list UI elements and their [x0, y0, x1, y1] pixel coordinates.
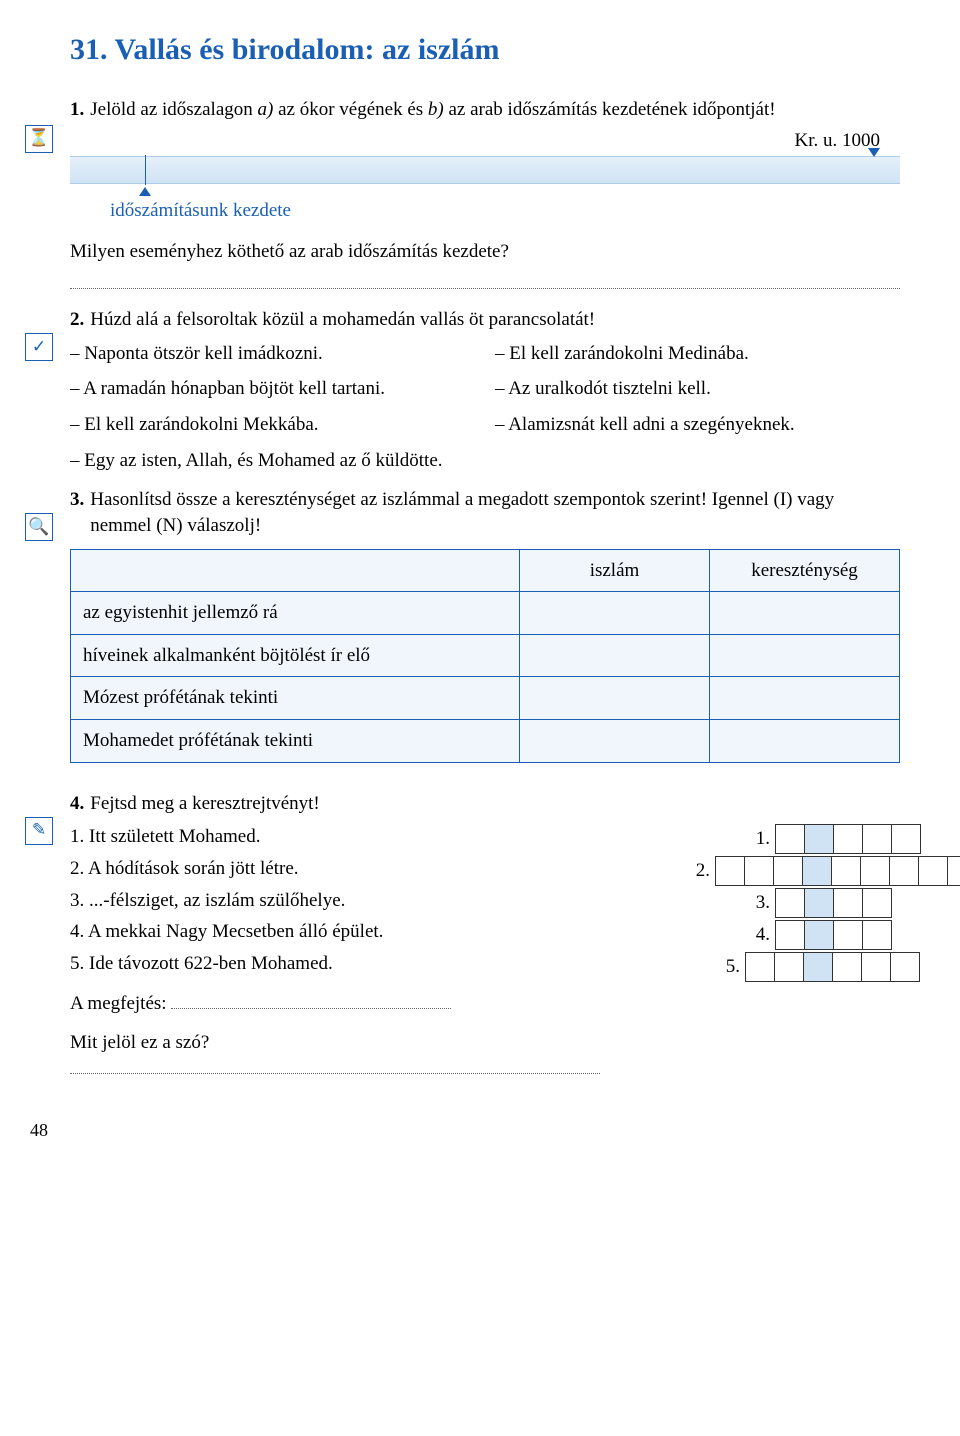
clue: 4. A mekkai Nagy Mecsetben álló épület.: [70, 919, 600, 945]
crossword-row-num: 2.: [690, 856, 716, 886]
crossword-grid[interactable]: 1. 2. 3.4.5.: [630, 824, 960, 1054]
crossword-cell[interactable]: [891, 824, 921, 854]
answer-line[interactable]: [171, 995, 451, 1009]
option[interactable]: – Naponta ötször kell imádkozni.: [70, 341, 475, 367]
task-2: 2. Húzd alá a felsoroltak közül a mohame…: [70, 307, 900, 473]
task-3: 3. Hasonlítsd össze a kereszténységet az…: [70, 487, 900, 762]
timeline-bottom-label: időszámításunk kezdete: [110, 198, 900, 224]
timeline: Kr. u. 1000 időszámításunk kezdete: [70, 128, 900, 223]
timeline-bar[interactable]: [70, 156, 900, 184]
check-icon: ✓: [25, 333, 53, 361]
table-cell[interactable]: [520, 677, 710, 720]
crossword-cell[interactable]: [803, 952, 833, 982]
table-cell[interactable]: [710, 720, 900, 763]
table-cell[interactable]: [710, 592, 900, 635]
task1-num: 1.: [70, 97, 84, 123]
option[interactable]: – Az uralkodót tisztelni kell.: [495, 376, 900, 402]
table-head-empty: [71, 549, 520, 592]
crossword-cell[interactable]: [833, 824, 863, 854]
crossword-cell[interactable]: [833, 888, 863, 918]
table-row-label: Mózest prófétának tekinti: [71, 677, 520, 720]
crossword-cell[interactable]: [833, 920, 863, 950]
crossword-cell[interactable]: [715, 856, 745, 886]
task3-num: 3.: [70, 487, 84, 513]
page-number: 48: [30, 1118, 900, 1142]
clue: 5. Ide távozott 622-ben Mohamed.: [70, 951, 600, 977]
table-cell[interactable]: [710, 634, 900, 677]
answer-line[interactable]: [70, 1060, 600, 1074]
pencil-icon: ✎: [25, 817, 53, 845]
crossword-cell[interactable]: [804, 888, 834, 918]
crossword-row-num: 4.: [750, 920, 776, 950]
crossword-cell[interactable]: [832, 952, 862, 982]
crossword-cell[interactable]: [862, 920, 892, 950]
crossword-row-num: 1.: [750, 824, 776, 854]
crossword-cell[interactable]: [775, 824, 805, 854]
crossword-cell[interactable]: [745, 952, 775, 982]
hourglass-icon: ⏳: [25, 125, 53, 153]
clue: 1. Itt született Mohamed.: [70, 824, 600, 850]
crossword-clues: 1. Itt született Mohamed. 2. A hódítások…: [70, 824, 600, 1087]
crossword-row-num: 3.: [750, 888, 776, 918]
crossword-cell[interactable]: [860, 856, 890, 886]
answer-line[interactable]: [70, 271, 900, 289]
table-cell[interactable]: [520, 592, 710, 635]
crossword-cell[interactable]: [918, 856, 948, 886]
table-cell[interactable]: [520, 634, 710, 677]
meaning-line: Mit jelöl ez a szó?: [70, 1030, 600, 1081]
crossword-cell[interactable]: [889, 856, 919, 886]
option[interactable]: – Egy az isten, Allah, és Mohamed az ő k…: [70, 448, 900, 474]
crossword-cell[interactable]: [890, 952, 920, 982]
crossword-cell[interactable]: [773, 856, 803, 886]
crossword-cell[interactable]: [775, 888, 805, 918]
comparison-table: iszlám kereszténység az egyistenhit jell…: [70, 549, 900, 763]
table-row-label: Mohamedet prófétának tekinti: [71, 720, 520, 763]
crossword-cell[interactable]: [804, 824, 834, 854]
crossword-cell[interactable]: [862, 888, 892, 918]
page-title: 31. Vallás és birodalom: az iszlám: [70, 30, 900, 71]
crossword-row-num: 5.: [720, 952, 746, 982]
crossword-cell[interactable]: [804, 920, 834, 950]
table-row-label: az egyistenhit jellemző rá: [71, 592, 520, 635]
option[interactable]: – El kell zarándokolni Medinába.: [495, 341, 900, 367]
task1-question: Milyen eseményhez köthető az arab időszá…: [70, 239, 900, 265]
solution-line: A megfejtés:: [70, 991, 600, 1017]
option[interactable]: – El kell zarándokolni Mekkába.: [70, 412, 475, 438]
task2-text: Húzd alá a felsoroltak közül a mohamedán…: [90, 307, 595, 333]
crossword-cell[interactable]: [774, 952, 804, 982]
task4-text: Fejtsd meg a keresztrejtvényt!: [90, 791, 320, 817]
table-row-label: híveinek alkalmanként böjtölést ír elő: [71, 634, 520, 677]
task1-text: Jelöld az időszalagon a) az ókor végének…: [90, 97, 775, 123]
timeline-right-label: Kr. u. 1000: [70, 128, 900, 156]
task2-num: 2.: [70, 307, 84, 333]
clue: 2. A hódítások során jött létre.: [70, 856, 600, 882]
crossword-cell[interactable]: [862, 824, 892, 854]
option[interactable]: – Alamizsnát kell adni a szegényeknek.: [495, 412, 900, 438]
crossword-cell[interactable]: [744, 856, 774, 886]
task4-num: 4.: [70, 791, 84, 817]
crossword-cell[interactable]: [947, 856, 960, 886]
crossword-cell[interactable]: [831, 856, 861, 886]
table-cell[interactable]: [710, 677, 900, 720]
clue: 3. ...-félsziget, az iszlám szülőhelye.: [70, 888, 600, 914]
task-1: 1. Jelöld az időszalagon a) az ókor végé…: [70, 97, 900, 290]
magnify-icon: 🔍: [25, 513, 53, 541]
crossword-cell[interactable]: [775, 920, 805, 950]
table-cell[interactable]: [520, 720, 710, 763]
table-head-christianity: kereszténység: [710, 549, 900, 592]
task2-options: – Naponta ötször kell imádkozni. – El ke…: [70, 341, 900, 474]
task3-text: Hasonlítsd össze a kereszténységet az is…: [90, 487, 900, 538]
option[interactable]: – A ramadán hónapban böjtöt kell tartani…: [70, 376, 475, 402]
task-4: 4. Fejtsd meg a keresztrejtvényt! ✎ 1. I…: [70, 791, 900, 1088]
crossword-cell[interactable]: [802, 856, 832, 886]
crossword-cell[interactable]: [861, 952, 891, 982]
table-head-islam: iszlám: [520, 549, 710, 592]
